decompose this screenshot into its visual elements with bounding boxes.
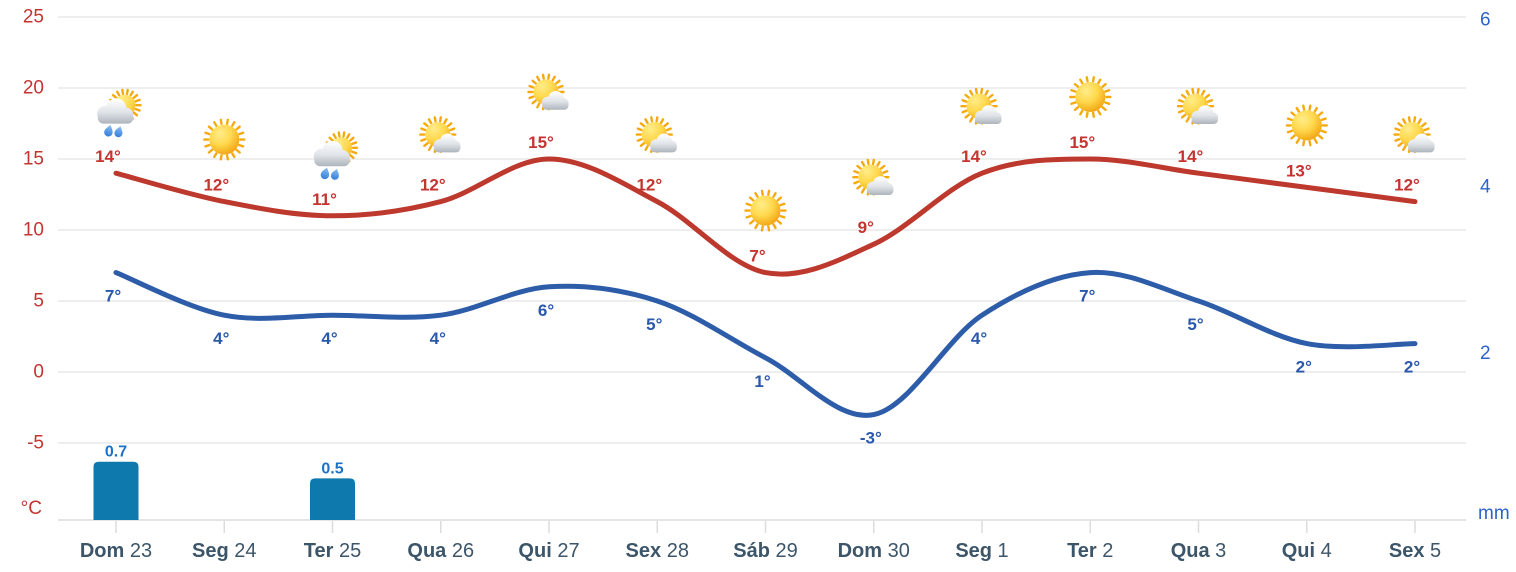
max-temp-label: 12°: [203, 176, 229, 195]
x-axis-label: Qua 3: [1171, 540, 1227, 562]
max-temp-label: 12°: [1394, 176, 1420, 195]
right-axis-tick: 6: [1480, 10, 1491, 31]
x-axis-label: Qui 4: [1282, 540, 1332, 562]
max-temperature-line: [113, 156, 1418, 277]
weather-icon-sun-rain-cloud: [97, 88, 142, 138]
min-temp-label: 6°: [538, 301, 554, 320]
weather-icon-sun-cloud: [960, 87, 1002, 125]
max-temp-label: 9°: [858, 218, 874, 237]
min-temp-label: 4°: [430, 329, 446, 348]
min-temp-label: 2°: [1404, 358, 1420, 377]
max-temp-label: 14°: [1178, 147, 1204, 166]
min-temp-label: 1°: [754, 372, 770, 391]
min-temp-label: 5°: [646, 315, 662, 334]
weather-icon-sun: [203, 118, 246, 161]
min-temp-label: 4°: [971, 329, 987, 348]
left-axis-tick: 15: [23, 149, 44, 170]
x-axis-ticks: [115, 521, 1416, 533]
precipitation-value-label: 0.7: [105, 444, 127, 461]
x-axis-label: Seg 24: [192, 540, 257, 562]
weather-icon-sun-cloud: [1176, 87, 1219, 125]
horizontal-gridlines: [58, 16, 1466, 444]
min-temp-label: -3°: [860, 429, 882, 448]
x-axis-labels: Dom 23 Seg 24 Ter 25 Qua 26 Qui 27 Sex 28 Sáb …: [80, 540, 1441, 562]
left-axis-tick: 20: [23, 78, 44, 99]
x-axis-label: Sáb 29: [733, 540, 798, 562]
max-temp-label: 11°: [312, 190, 337, 209]
max-temp-label: 15°: [528, 133, 554, 152]
x-axis-label: Dom 23: [80, 540, 152, 562]
x-axis-label: Seg 1: [955, 540, 1008, 562]
max-temp-label: 12°: [636, 176, 662, 195]
weather-icon-sun: [1285, 104, 1329, 147]
right-axis-precipitation: 6 4 2 mm: [1478, 10, 1510, 524]
right-axis-tick: 2: [1480, 343, 1491, 364]
max-temp-label: 14°: [95, 147, 121, 166]
precipitation-value-label: 0.5: [321, 460, 343, 477]
weather-icon-sun-rain-cloud: [313, 131, 359, 180]
weather-icons: [97, 73, 1435, 232]
min-temp-label: 4°: [321, 329, 337, 348]
left-axis-unit: °C: [21, 498, 42, 519]
min-temp-label: 7°: [1079, 287, 1095, 306]
x-axis-label: Sex 5: [1389, 540, 1441, 562]
left-axis-tick: 5: [33, 291, 44, 312]
weather-icon-sun-cloud: [852, 158, 894, 196]
precipitation-bar: [93, 461, 139, 520]
left-axis-tick: 10: [23, 220, 44, 241]
weather-icon-sun-cloud: [1393, 116, 1435, 154]
x-axis-label: Ter 2: [1067, 540, 1113, 562]
weather-icon-sun-cloud: [635, 116, 677, 154]
max-temp-label: 7°: [749, 247, 765, 266]
min-temp-label: 7°: [105, 287, 121, 306]
x-axis-label: Qua 26: [407, 540, 474, 562]
min-temp-label: 4°: [213, 329, 229, 348]
left-axis-tick: -5: [27, 433, 44, 454]
x-axis-label: Qui 27: [518, 540, 579, 562]
x-axis-label: Ter 25: [304, 540, 361, 562]
min-temperature-line: [113, 269, 1418, 418]
right-axis-tick: 4: [1480, 176, 1491, 197]
max-temp-label: 15°: [1069, 133, 1095, 152]
left-axis-tick: 25: [23, 7, 44, 28]
min-temp-label: 5°: [1187, 315, 1203, 334]
max-temp-label: 13°: [1286, 161, 1312, 180]
max-temperature-labels: 14° 12° 11° 12° 15° 12° 7° 9° 14° 15° 14° 13° 12°: [95, 133, 1420, 266]
max-temp-label: 14°: [961, 147, 987, 166]
x-axis-label: Sex 28: [626, 540, 689, 562]
min-temperature-labels: 7° 4° 4° 4° 6° 5° 1° -3° 4° 7° 5° 2° 2°: [105, 287, 1420, 448]
precipitation-bar: [310, 478, 355, 520]
max-temp-label: 12°: [420, 176, 446, 195]
weather-icon-sun: [744, 189, 787, 232]
x-axis-label: Dom 30: [838, 540, 910, 562]
min-temp-label: 2°: [1296, 358, 1312, 377]
precipitation-bars: 0.7 0.5: [93, 444, 355, 520]
weather-icon-sun-cloud: [419, 116, 461, 154]
right-axis-unit: mm: [1478, 503, 1510, 524]
left-axis-tick: 0: [33, 362, 44, 383]
left-axis-temperature: 25 20 15 10 5 0 -5 °C: [21, 7, 44, 520]
weather-icon-sun-cloud: [527, 73, 569, 111]
weather-icon-sun: [1069, 76, 1112, 118]
